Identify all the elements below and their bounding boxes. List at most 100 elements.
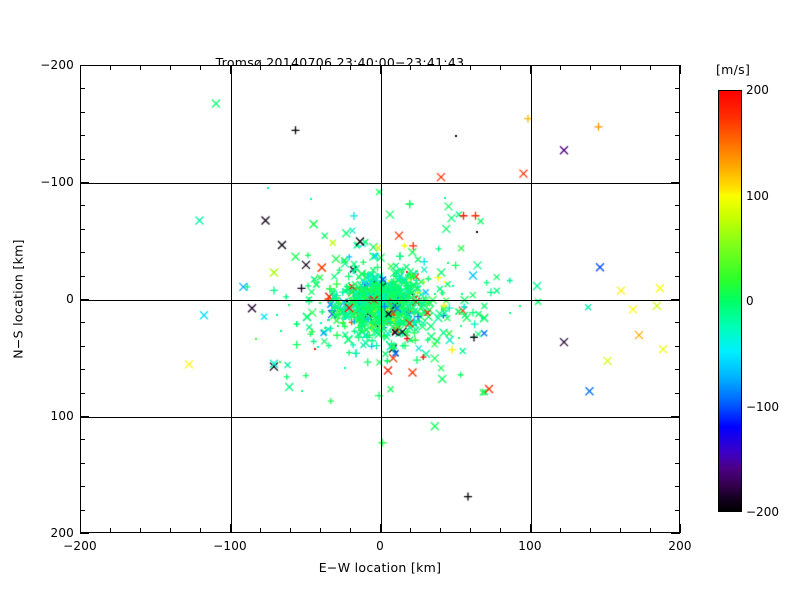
y-tick-mark	[80, 322, 85, 324]
y-tick-mark-right	[675, 462, 680, 464]
x-axis-label: E−W location [km]	[318, 560, 442, 575]
colorbar-tick-label: 0	[746, 294, 754, 308]
x-tick-mark-top	[500, 65, 501, 70]
colorbar-unit-label: [m/s]	[716, 62, 751, 77]
y-tick-mark-right	[675, 111, 680, 113]
x-tick-mark-top	[470, 65, 471, 70]
y-tick-mark	[80, 111, 85, 113]
gridline-vertical	[231, 66, 232, 532]
x-tick-mark	[410, 528, 411, 533]
colorbar-tick-label: 100	[746, 188, 769, 203]
y-tick-mark	[80, 369, 85, 371]
x-tick-mark-top	[560, 65, 561, 70]
x-tick-mark	[500, 528, 501, 533]
x-tick-mark-top	[140, 65, 141, 70]
x-tick-mark-top	[620, 65, 621, 70]
y-tick-mark-right	[671, 182, 680, 183]
x-tick-mark	[170, 528, 171, 533]
y-tick-mark-right	[675, 322, 680, 324]
x-tick-mark	[440, 528, 441, 533]
x-tick-mark	[620, 528, 621, 533]
y-tick-mark	[80, 392, 85, 394]
gridline-horizontal	[81, 417, 679, 418]
x-tick-mark	[560, 528, 561, 533]
plot-area	[80, 65, 680, 533]
x-tick-mark	[380, 524, 381, 533]
y-tick-mark	[80, 299, 89, 300]
y-tick-label: 200	[50, 526, 74, 540]
y-tick-mark-right	[675, 205, 680, 207]
y-tick-mark	[80, 509, 85, 511]
y-tick-mark	[80, 345, 85, 347]
x-tick-mark	[290, 528, 291, 533]
y-tick-mark	[80, 158, 85, 160]
x-tick-mark	[260, 528, 261, 533]
x-tick-mark-top	[650, 65, 651, 70]
y-tick-mark-right	[675, 392, 680, 394]
x-tick-mark	[350, 528, 351, 533]
y-tick-mark-right	[671, 299, 680, 300]
gridline-vertical	[381, 66, 382, 532]
y-tick-mark	[80, 135, 85, 137]
y-tick-mark-right	[675, 158, 680, 160]
y-tick-mark	[80, 182, 89, 183]
colorbar	[718, 90, 742, 512]
y-tick-mark	[80, 252, 85, 254]
x-tick-mark-top	[350, 65, 351, 70]
y-tick-mark-right	[671, 65, 680, 66]
x-tick-mark	[530, 524, 531, 533]
y-tick-mark-right	[675, 439, 680, 441]
x-tick-mark	[110, 528, 111, 533]
gridline-horizontal	[81, 300, 679, 301]
x-tick-mark	[590, 528, 591, 533]
y-tick-mark-right	[671, 416, 680, 417]
colorbar-tick-label: −100	[746, 399, 779, 414]
x-tick-label: 0	[376, 539, 384, 553]
x-tick-mark-top	[590, 65, 591, 70]
x-tick-mark-top	[170, 65, 171, 70]
x-tick-mark-top	[380, 65, 381, 74]
y-tick-mark-right	[675, 228, 680, 230]
y-tick-mark-right	[675, 88, 680, 90]
y-tick-label: 0	[66, 292, 74, 306]
y-tick-mark	[80, 462, 85, 464]
colorbar-gradient	[718, 90, 742, 512]
gridline-horizontal	[81, 183, 679, 184]
x-tick-mark-top	[110, 65, 111, 70]
y-tick-mark-right	[675, 345, 680, 347]
x-tick-mark	[140, 528, 141, 533]
y-axis-label: N−S location [km]	[10, 239, 26, 359]
x-tick-mark-top	[80, 65, 81, 74]
y-tick-mark-right	[675, 486, 680, 488]
y-tick-mark-right	[675, 252, 680, 254]
y-tick-label: 100	[50, 409, 74, 423]
y-tick-mark	[80, 205, 85, 207]
y-tick-mark	[80, 486, 85, 488]
y-tick-label: −100	[40, 175, 74, 189]
colorbar-tick-label: 200	[746, 83, 769, 97]
x-tick-mark-top	[410, 65, 411, 70]
x-tick-mark-top	[200, 65, 201, 70]
y-tick-mark	[80, 533, 89, 534]
x-tick-mark-top	[440, 65, 441, 70]
y-tick-mark	[80, 88, 85, 90]
x-tick-mark	[680, 524, 681, 533]
y-tick-mark-right	[671, 533, 680, 534]
x-tick-label: 100	[518, 539, 542, 553]
x-tick-label: −200	[63, 539, 97, 553]
x-tick-mark-top	[320, 65, 321, 70]
y-tick-mark	[80, 416, 89, 417]
y-tick-mark-right	[675, 509, 680, 511]
gridline-vertical	[531, 66, 532, 532]
y-tick-mark-right	[675, 135, 680, 137]
x-tick-mark	[320, 528, 321, 533]
x-tick-mark-top	[290, 65, 291, 70]
x-tick-mark-top	[680, 65, 681, 74]
x-tick-mark	[80, 524, 81, 533]
y-tick-mark	[80, 65, 89, 66]
x-tick-mark-top	[530, 65, 531, 74]
colorbar-tick-label: −200	[746, 505, 779, 519]
x-tick-mark	[200, 528, 201, 533]
y-tick-mark-right	[675, 275, 680, 277]
